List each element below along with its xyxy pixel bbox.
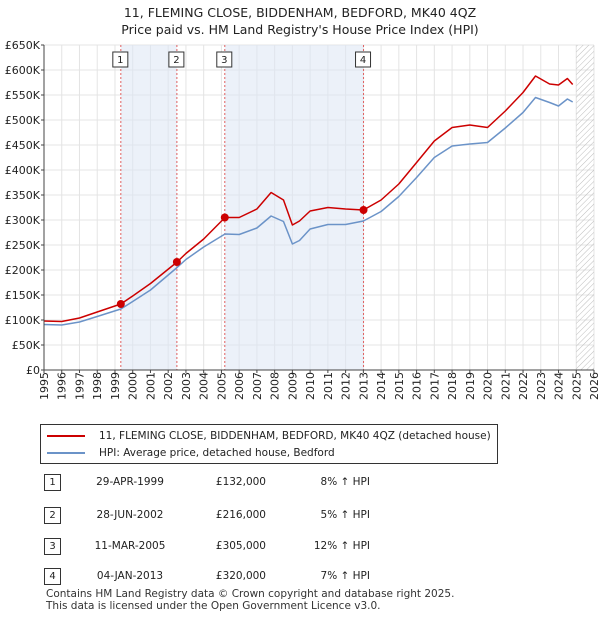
x-tick-label: 2009 [286, 372, 299, 400]
hpi-series-line [43, 96, 574, 326]
y-tick-label: £500K [5, 114, 41, 127]
x-tick-label: 2012 [340, 372, 353, 400]
x-tick-label: 2005 [215, 372, 228, 400]
x-tick-label: 1996 [56, 372, 69, 400]
sale-price: £132,000 [215, 476, 266, 488]
legend-label-property: 11, FLEMING CLOSE, BIDDENHAM, BEDFORD, M… [99, 430, 491, 442]
y-tick-label: £600K [5, 64, 41, 77]
legend-label-hpi: HPI: Average price, detached house, Bedf… [99, 447, 335, 459]
sale-price: £305,000 [215, 540, 266, 552]
x-tick-label: 2010 [304, 372, 317, 400]
sale-number-badge: 3 [44, 538, 61, 555]
legend-swatch-property [47, 435, 85, 437]
x-tick-label: 2001 [144, 372, 157, 400]
x-tick-label: 2023 [535, 372, 548, 400]
sale-number-badge: 4 [44, 568, 61, 585]
x-tick-label: 2016 [411, 372, 424, 400]
x-tick-label: 2026 [588, 372, 600, 400]
x-tick-label: 2008 [269, 372, 282, 400]
sale-date: 28-JUN-2002 [96, 509, 164, 521]
sale-hpi-change: 7% ↑ HPI [320, 570, 370, 582]
chart-legend: 11, FLEMING CLOSE, BIDDENHAM, BEDFORD, M… [40, 424, 498, 464]
x-tick-label: 2020 [482, 372, 495, 400]
x-tick-label: 2019 [464, 372, 477, 400]
x-tick-label: 2011 [322, 372, 335, 400]
sale-row: 2 28-JUN-2002 £216,000 5% ↑ HPI [40, 505, 580, 525]
legend-item-property: 11, FLEMING CLOSE, BIDDENHAM, BEDFORD, M… [47, 428, 491, 444]
y-tick-label: £300K [5, 214, 41, 227]
y-tick-label: £50K [12, 339, 41, 352]
sale-price: £320,000 [215, 570, 266, 582]
ownership-shade [120, 45, 177, 370]
sale-label-text: 4 [360, 55, 366, 66]
x-tick-label: 1999 [109, 372, 122, 400]
x-tick-label: 2017 [428, 372, 441, 400]
sale-date: 29-APR-1999 [96, 476, 164, 488]
sale-number-badge: 1 [44, 474, 61, 491]
sale-date: 04-JAN-2013 [96, 570, 164, 582]
y-tick-label: £150K [5, 289, 41, 302]
x-tick-label: 2018 [446, 372, 459, 400]
chart-title-block: 11, FLEMING CLOSE, BIDDENHAM, BEDFORD, M… [0, 4, 600, 38]
attribution-line-1: Contains HM Land Registry data © Crown c… [46, 588, 455, 600]
x-tick-label: 2015 [393, 372, 406, 400]
chart-title: 11, FLEMING CLOSE, BIDDENHAM, BEDFORD, M… [123, 5, 477, 20]
x-tick-label: 2003 [180, 372, 193, 400]
property-series-line [43, 75, 574, 323]
sale-label-text: 3 [221, 55, 227, 66]
sale-label-text: 1 [117, 55, 123, 66]
y-tick-label: £550K [5, 89, 41, 102]
x-tick-label: 2007 [251, 372, 264, 400]
sale-row: 3 11-MAR-2005 £305,000 12% ↑ HPI [40, 536, 580, 556]
sale-point [359, 206, 368, 214]
sale-label-box [216, 51, 233, 68]
y-tick-label: £100K [5, 314, 41, 327]
y-tick-label: £400K [5, 164, 41, 177]
x-tick-label: 2022 [517, 372, 530, 400]
price-chart: 1 2 3 4 £0 £50K £100K £150K £200K £250K £300K £350… [5, 39, 600, 400]
attribution-line-2: This data is licensed under the Open Gov… [46, 599, 381, 612]
sale-row: 1 29-APR-1999 £132,000 8% ↑ HPI [40, 472, 580, 492]
sale-label-box [112, 51, 129, 68]
x-tick-label: 2013 [357, 372, 370, 400]
x-tick-label: 1997 [73, 372, 86, 400]
sale-label-box [355, 51, 372, 68]
x-tick-label: 2025 [570, 372, 583, 400]
x-tick-label: 2006 [233, 372, 246, 400]
sale-label-text: 2 [173, 55, 179, 66]
sale-point [220, 213, 229, 222]
x-tick-label: 1998 [91, 372, 104, 400]
sale-hpi-change: 12% ↑ HPI [313, 540, 370, 552]
y-tick-label: £450K [5, 139, 41, 152]
x-tick-label: 2004 [198, 372, 211, 400]
sale-price: £216,000 [215, 509, 266, 521]
x-tick-label: 2014 [375, 372, 388, 400]
attribution-footer: Contains HM Land Registry data © Crown c… [46, 588, 455, 612]
future-hatch [576, 45, 594, 370]
sale-hpi-change: 8% ↑ HPI [320, 476, 370, 488]
y-tick-label: £250K [5, 239, 41, 252]
sale-date: 11-MAR-2005 [94, 540, 166, 552]
x-tick-label: 2021 [499, 372, 512, 400]
legend-item-hpi: HPI: Average price, detached house, Bedf… [47, 445, 335, 461]
legend-swatch-hpi [47, 452, 85, 454]
chart-subtitle: Price paid vs. HM Land Registry's House … [121, 22, 479, 37]
sale-point [116, 300, 125, 308]
sale-label-box [168, 51, 185, 68]
x-tick-label: 1995 [38, 372, 51, 400]
sale-row: 4 04-JAN-2013 £320,000 7% ↑ HPI [40, 566, 580, 586]
x-tick-label: 2024 [553, 372, 566, 400]
x-tick-label: 2002 [162, 372, 175, 400]
y-tick-label: £650K [5, 39, 41, 52]
y-tick-label: £350K [5, 189, 41, 202]
y-tick-label: £200K [5, 264, 41, 277]
sale-hpi-change: 5% ↑ HPI [320, 509, 370, 521]
x-tick-label: 2000 [127, 372, 140, 400]
y-tick-label: £0 [26, 364, 40, 377]
ownership-shade [224, 45, 364, 370]
sale-point [172, 258, 181, 266]
sale-number-badge: 2 [44, 507, 61, 524]
